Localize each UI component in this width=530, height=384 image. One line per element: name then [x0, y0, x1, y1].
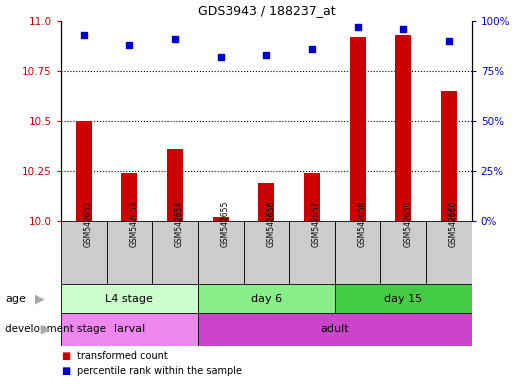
Bar: [335, 221, 381, 284]
Text: GSM542659: GSM542659: [403, 201, 412, 247]
Bar: [107, 221, 152, 284]
Point: [80, 32, 88, 38]
Text: adult: adult: [321, 324, 349, 334]
Text: percentile rank within the sample: percentile rank within the sample: [77, 366, 242, 376]
Text: GSM542657: GSM542657: [312, 201, 321, 247]
Bar: [198, 221, 243, 284]
Bar: [258, 183, 275, 221]
Point: [125, 42, 134, 48]
Text: GSM542654: GSM542654: [175, 201, 184, 247]
Text: GSM542653: GSM542653: [129, 201, 138, 247]
Bar: [152, 221, 198, 284]
Text: day 6: day 6: [251, 293, 282, 304]
Text: age: age: [5, 293, 26, 304]
Bar: [426, 221, 472, 284]
Text: ■: ■: [61, 366, 70, 376]
Bar: [213, 217, 228, 221]
Bar: [350, 37, 366, 221]
Point: [262, 52, 270, 58]
Point: [308, 46, 316, 52]
Bar: [198, 313, 472, 346]
Point: [445, 38, 453, 44]
Text: transformed count: transformed count: [77, 351, 167, 361]
Text: day 15: day 15: [384, 293, 422, 304]
Bar: [198, 284, 335, 313]
Point: [399, 26, 408, 32]
Bar: [335, 284, 472, 313]
Bar: [304, 173, 320, 221]
Point: [354, 24, 362, 30]
Point: [171, 36, 179, 42]
Bar: [441, 91, 457, 221]
Text: GSM542652: GSM542652: [84, 201, 93, 247]
Text: larval: larval: [114, 324, 145, 334]
Text: ■: ■: [61, 351, 70, 361]
Title: GDS3943 / 188237_at: GDS3943 / 188237_at: [198, 4, 335, 17]
Bar: [381, 221, 426, 284]
Point: [216, 54, 225, 60]
Bar: [243, 221, 289, 284]
Bar: [121, 173, 137, 221]
Bar: [395, 35, 411, 221]
Bar: [167, 149, 183, 221]
Bar: [61, 221, 107, 284]
Text: development stage: development stage: [5, 324, 107, 334]
Bar: [61, 313, 198, 346]
Bar: [76, 121, 92, 221]
Text: GSM542660: GSM542660: [449, 201, 458, 247]
Text: ▶: ▶: [41, 323, 51, 336]
Text: GSM542655: GSM542655: [220, 201, 229, 247]
Text: GSM542658: GSM542658: [358, 201, 367, 247]
Text: ▶: ▶: [35, 292, 45, 305]
Bar: [289, 221, 335, 284]
Text: L4 stage: L4 stage: [105, 293, 153, 304]
Text: GSM542656: GSM542656: [266, 201, 275, 247]
Bar: [61, 284, 198, 313]
